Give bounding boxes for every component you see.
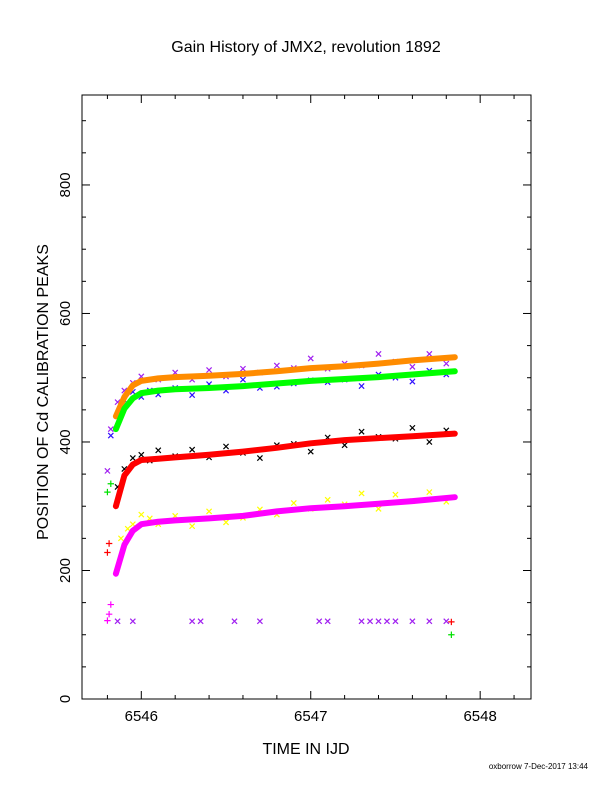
series-5 <box>104 540 455 626</box>
data-point <box>107 601 115 608</box>
data-point <box>107 426 114 433</box>
series-3 <box>117 489 450 542</box>
data-point <box>222 443 230 450</box>
data-point <box>358 383 365 390</box>
data-point <box>409 424 416 431</box>
data-point <box>290 499 297 507</box>
data-point <box>448 631 455 638</box>
series-10 <box>112 430 458 510</box>
footer-timestamp: oxborrow 7-Dec-2017 13:44 <box>489 762 589 771</box>
data-point <box>189 523 196 530</box>
data-point <box>104 549 111 556</box>
chart-title: Gain History of JMX2, revolution 1892 <box>171 39 441 56</box>
data-point <box>383 618 391 625</box>
data-point <box>104 488 111 496</box>
data-point <box>129 455 136 462</box>
series-9 <box>112 368 458 433</box>
x-tick-label: 6548 <box>463 708 496 725</box>
data-point <box>392 618 399 625</box>
data-point <box>107 480 115 487</box>
series-7 <box>114 618 450 625</box>
series-6 <box>104 601 115 624</box>
y-tick-label: 400 <box>57 429 74 454</box>
data-point <box>206 366 213 374</box>
x-tick-label: 6546 <box>125 708 158 725</box>
y-tick-label: 200 <box>57 558 74 583</box>
fit-line <box>112 368 458 433</box>
data-point <box>107 432 114 439</box>
data-point <box>231 618 238 625</box>
data-point <box>316 618 323 625</box>
data-point <box>358 618 365 625</box>
data-point <box>273 362 280 369</box>
data-point <box>239 365 246 372</box>
x-tick-label: 6547 <box>294 708 327 725</box>
y-axis-label: POSITION OF Cd CALIBRATION PEAKS <box>35 244 52 540</box>
data-point <box>114 618 121 625</box>
data-point <box>341 442 348 449</box>
fit-line <box>112 494 458 577</box>
plot-frame <box>81 94 532 700</box>
data-point <box>358 490 365 497</box>
data-point <box>155 447 162 454</box>
data-point <box>358 428 365 435</box>
y-tick-label: 800 <box>57 172 74 197</box>
data-point <box>256 618 263 625</box>
data-point <box>104 617 111 624</box>
fit-line <box>112 354 458 420</box>
data-point <box>443 360 450 367</box>
data-point <box>392 491 399 498</box>
data-point <box>138 451 145 458</box>
data-point <box>239 376 246 383</box>
plot-area-border <box>81 94 532 700</box>
data-point <box>375 350 382 357</box>
data-point <box>426 489 433 496</box>
axis-ticks: 0 200 400 600 800 6546 6547 6548 <box>57 95 531 725</box>
series-11 <box>112 494 458 577</box>
data-point <box>197 618 204 625</box>
data-point <box>448 618 455 626</box>
data-point <box>138 511 145 518</box>
data-point <box>426 618 433 625</box>
data-point <box>104 467 111 474</box>
y-tick-label: 600 <box>57 301 74 326</box>
data-point <box>443 618 450 625</box>
series-8 <box>112 354 458 420</box>
data-point <box>409 363 416 370</box>
data-point <box>222 519 230 526</box>
data-point <box>375 618 382 625</box>
data-point <box>256 455 263 462</box>
data-marks <box>104 350 458 638</box>
data-point <box>367 618 374 625</box>
data-point <box>426 438 433 446</box>
y-tick-label: 0 <box>57 695 74 703</box>
data-point <box>206 508 213 515</box>
data-point <box>189 446 196 453</box>
x-axis-label: TIME IN IJD <box>262 741 349 758</box>
data-point <box>409 378 416 385</box>
data-point <box>129 618 136 625</box>
data-point <box>189 618 196 625</box>
data-point <box>324 496 331 503</box>
series-4 <box>104 480 455 638</box>
data-point <box>105 540 113 547</box>
data-point <box>105 610 113 618</box>
data-point <box>426 350 433 357</box>
data-point <box>117 535 124 542</box>
data-point <box>409 618 416 625</box>
fit-line <box>112 430 458 510</box>
data-point <box>189 392 196 399</box>
data-point <box>307 448 314 455</box>
data-point <box>375 505 382 512</box>
data-point <box>324 618 331 625</box>
data-point <box>307 355 314 362</box>
